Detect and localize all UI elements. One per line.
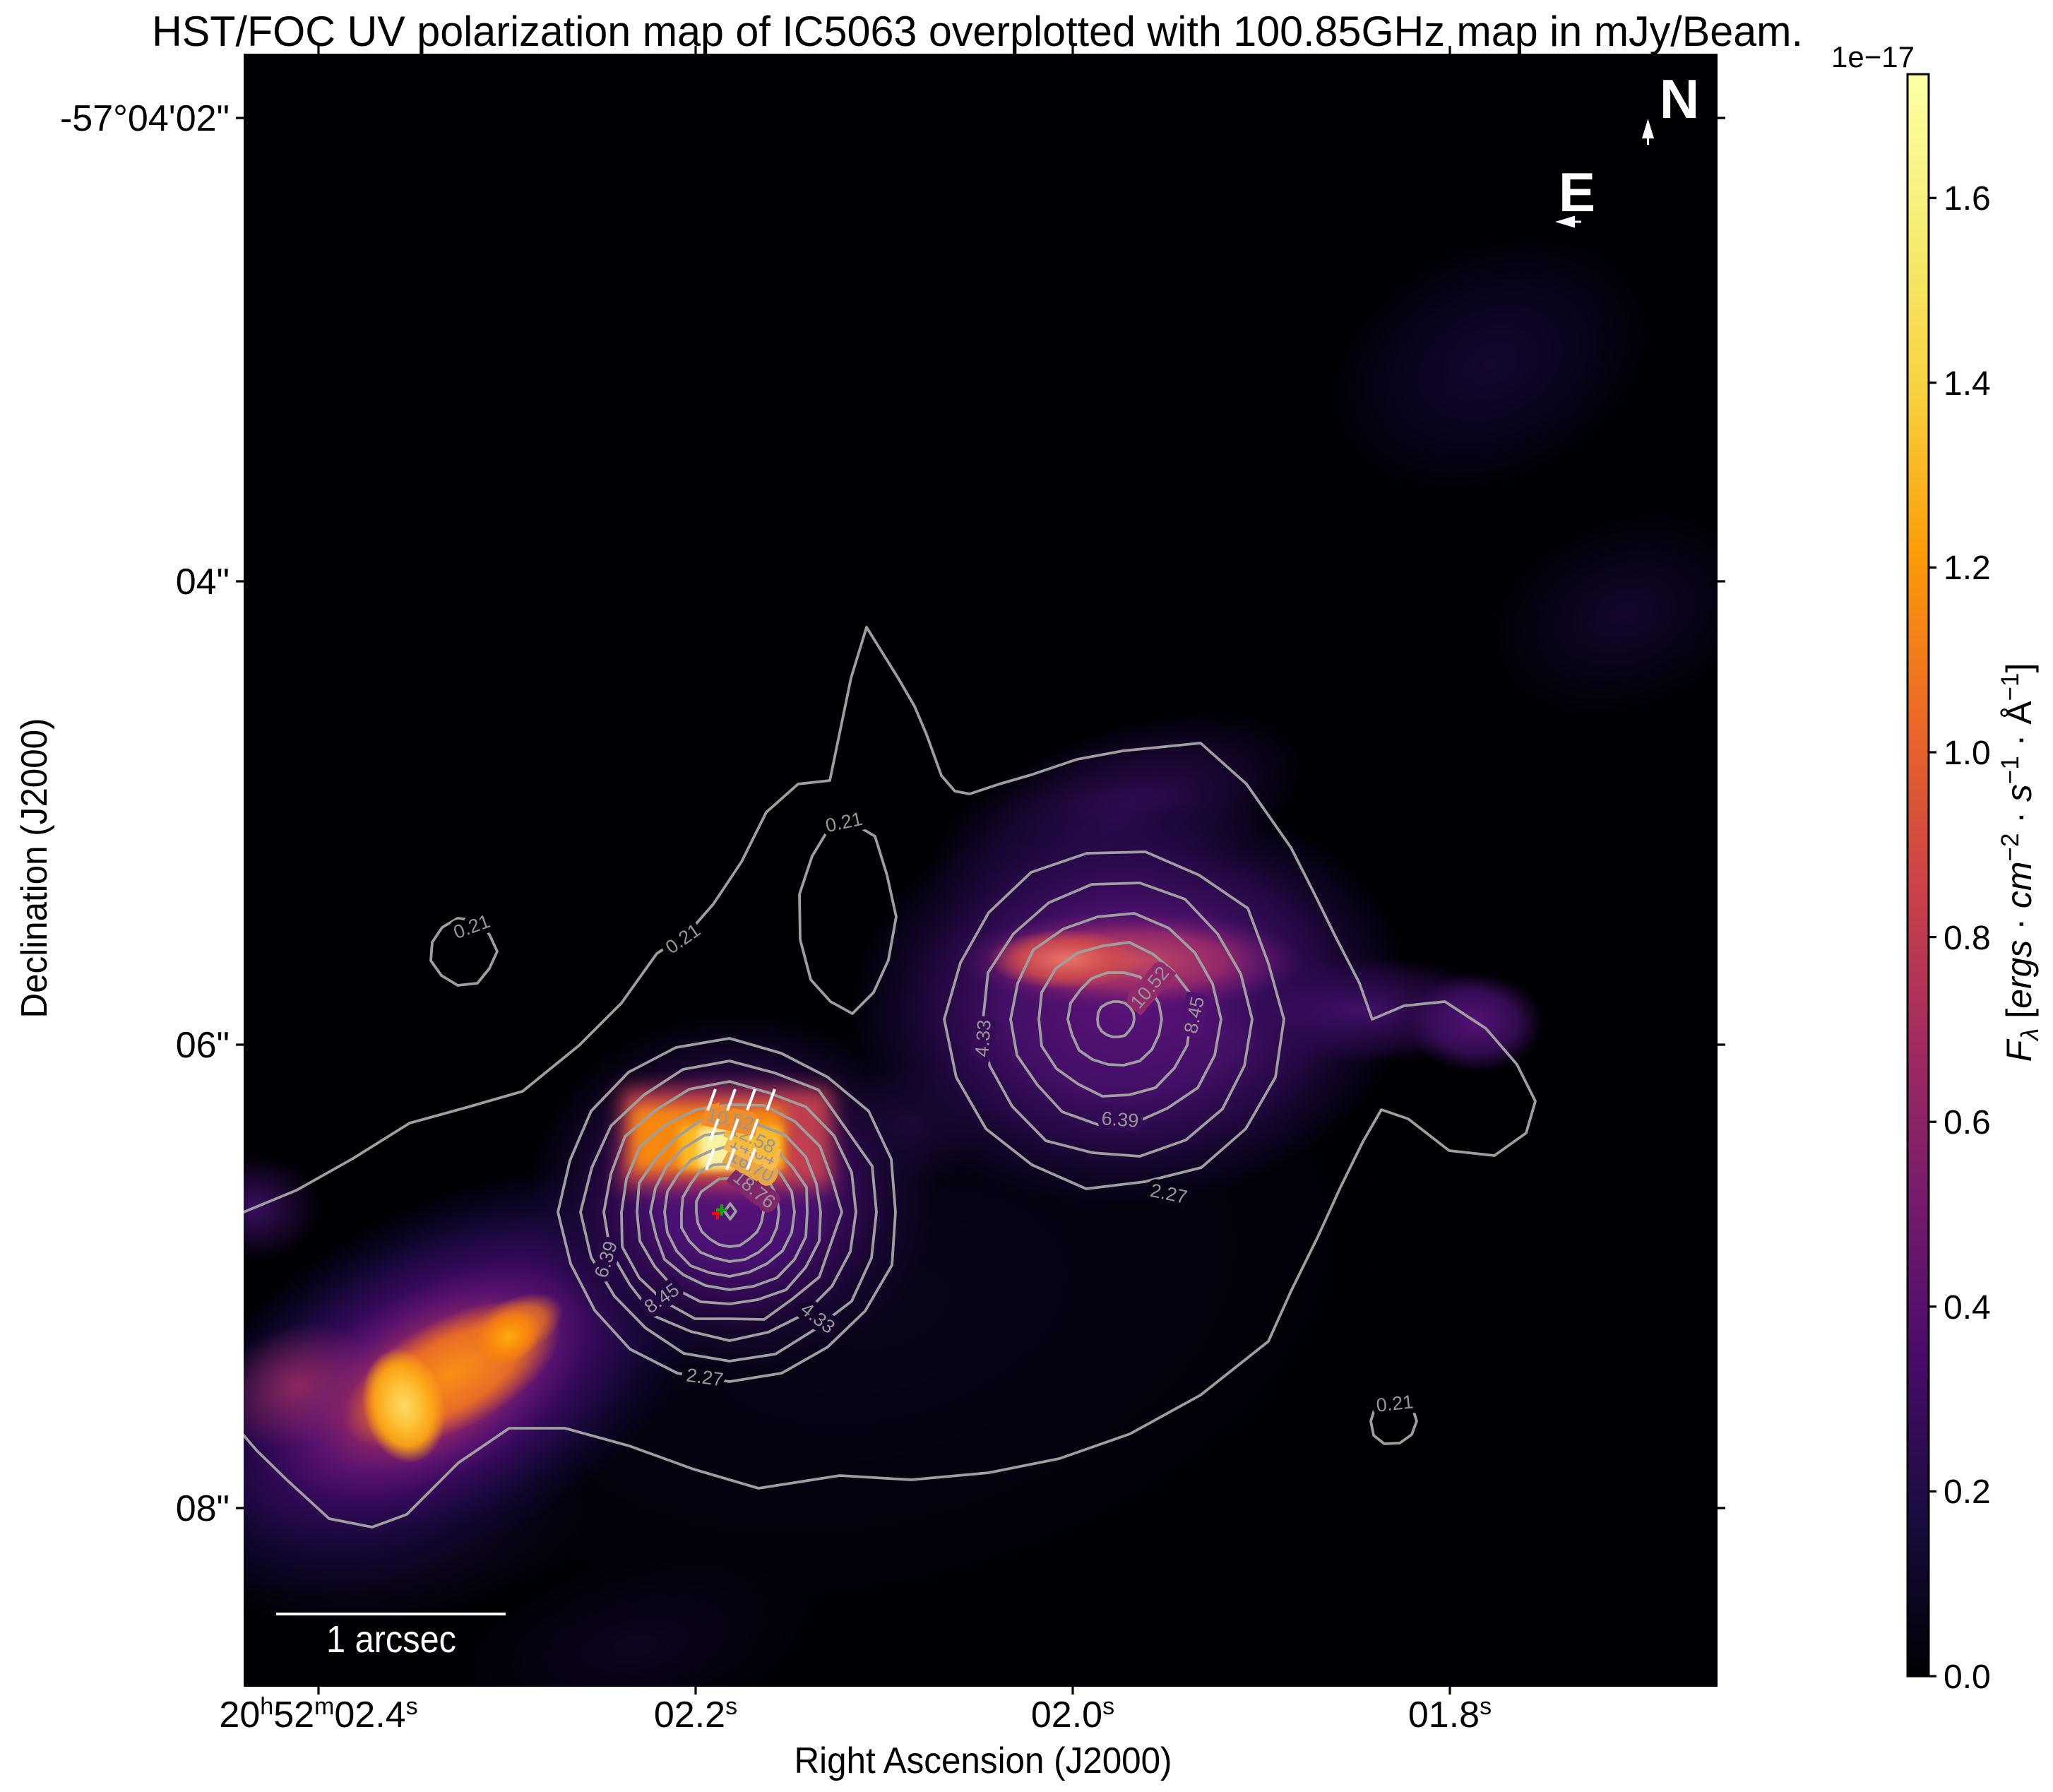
svg-text:1e−17: 1e−17	[1831, 40, 1915, 73]
svg-text:0.6: 0.6	[1944, 1104, 1991, 1141]
svg-text:02.0s: 02.0s	[1031, 1693, 1114, 1735]
svg-text:1.0: 1.0	[1944, 735, 1991, 772]
svg-text:0.2: 0.2	[1944, 1473, 1991, 1511]
svg-text:0.0: 0.0	[1944, 1659, 1991, 1696]
svg-text:1.4: 1.4	[1944, 365, 1991, 403]
svg-text:HST/FOC UV polarization map of: HST/FOC UV polarization map of IC5063 ov…	[152, 8, 1803, 55]
svg-text:1 arcsec: 1 arcsec	[326, 1618, 456, 1661]
svg-text:0.4: 0.4	[1944, 1289, 1991, 1327]
svg-text:1.6: 1.6	[1944, 180, 1991, 218]
svg-text:Right Ascension (J2000): Right Ascension (J2000)	[795, 1740, 1172, 1781]
svg-text:4.33: 4.33	[971, 1019, 995, 1058]
svg-text:20h52m02.4s: 20h52m02.4s	[219, 1693, 417, 1735]
svg-text:Fλ [ergs · cm−2 · s−1 · Å−1]: Fλ [ergs · cm−2 · s−1 · Å−1]	[1997, 663, 2044, 1062]
svg-text:04": 04"	[176, 562, 230, 603]
svg-text:1.2: 1.2	[1944, 550, 1991, 587]
svg-text:N: N	[1660, 68, 1699, 130]
svg-text:02.2s: 02.2s	[654, 1693, 737, 1735]
svg-text:08": 08"	[176, 1488, 230, 1529]
svg-text:Declination (J2000): Declination (J2000)	[14, 718, 55, 1019]
svg-text:-57°04'02": -57°04'02"	[60, 98, 230, 139]
svg-text:E: E	[1559, 161, 1595, 223]
svg-text:01.8s: 01.8s	[1408, 1693, 1492, 1735]
svg-text:0.8: 0.8	[1944, 920, 1991, 957]
svg-text:06": 06"	[176, 1025, 230, 1066]
svg-text:0.21: 0.21	[1375, 1391, 1414, 1416]
svg-text:6.39: 6.39	[1101, 1108, 1140, 1132]
